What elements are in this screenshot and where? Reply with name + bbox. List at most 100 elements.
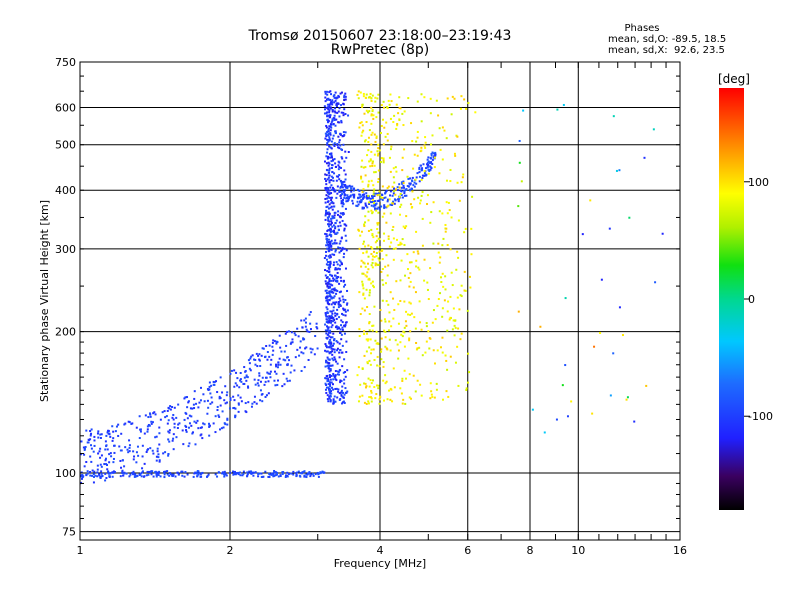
data-point-F-layer-O-vertical <box>339 247 342 250</box>
data-point-ground-echo-100km <box>305 475 308 478</box>
data-point-F-layer-X <box>394 166 397 169</box>
data-point-F-layer-O-vertical <box>341 344 344 347</box>
data-point-F-layer-X <box>367 210 370 213</box>
data-point-F-layer-X <box>365 109 368 112</box>
data-point-F-layer-X <box>361 280 364 283</box>
data-point-E-layer-O <box>124 446 127 449</box>
data-point-F-layer-O-vertical <box>324 197 327 200</box>
data-point-F-layer-O-vertical <box>326 138 329 141</box>
data-point-F-layer-O-vertical <box>326 398 329 401</box>
data-point-F-layer-O-vertical <box>327 261 330 264</box>
data-point-ground-echo-100km <box>132 472 135 475</box>
data-point-F-layer-O-vertical <box>345 156 348 159</box>
data-point-F-layer-X <box>451 284 454 287</box>
data-point-F-layer-O-vertical <box>331 101 334 104</box>
data-point-F-layer-X <box>403 326 406 329</box>
data-point-F-layer-O-vertical <box>336 96 339 99</box>
data-point-F-layer-O-vertical <box>333 400 336 403</box>
data-point-F-layer-O-vertical <box>338 297 341 300</box>
data-point-E-layer-O <box>258 372 261 375</box>
data-point-E-layer-O <box>225 394 228 397</box>
x-tick-label: 6 <box>464 544 471 557</box>
data-point-E-layer-O <box>184 424 187 427</box>
data-point-F2-cusp-O <box>416 172 419 175</box>
data-point-F-layer-X <box>367 185 370 188</box>
data-point-F-layer-O-vertical <box>327 219 330 222</box>
data-point-F-layer-O-vertical <box>343 324 346 327</box>
data-point-F-layer-O-vertical <box>331 118 334 121</box>
data-point-F-layer-X <box>435 388 438 391</box>
data-point-F-layer-X <box>409 330 412 333</box>
data-point-F-layer-X <box>454 154 457 157</box>
data-point-F-layer-O-vertical <box>332 179 335 182</box>
data-point-scatter-high-freq <box>531 408 534 411</box>
data-point-F-layer-O-vertical <box>336 396 339 399</box>
data-point-E-layer-O <box>276 379 279 382</box>
data-point-F-layer-X <box>410 206 413 209</box>
data-point-F-layer-O-vertical <box>329 346 332 349</box>
data-point-F-layer-X <box>374 100 377 103</box>
data-point-scatter-high-freq <box>518 161 521 164</box>
data-point-scatter-high-freq <box>517 310 520 313</box>
data-point-scatter-high-freq <box>564 364 567 367</box>
data-point-F-layer-X <box>367 219 370 222</box>
data-point-F-layer-O-vertical <box>341 321 344 324</box>
data-point-E-layer-O <box>244 402 247 405</box>
data-point-F-layer-X <box>423 170 426 173</box>
data-point-F-layer-O-vertical <box>331 217 334 220</box>
data-point-F-layer-O-vertical <box>331 170 334 173</box>
tick-marks <box>79 62 681 540</box>
data-point-E-layer-O <box>271 341 274 344</box>
data-point-F-layer-O-vertical <box>336 362 339 365</box>
data-point-E-layer-O <box>305 346 308 349</box>
data-point-F-layer-O-vertical <box>324 187 327 190</box>
data-point-F-layer-O-vertical <box>332 277 335 280</box>
data-point-F-layer-X <box>431 134 434 137</box>
data-point-F-layer-X <box>368 160 371 163</box>
data-point-F2-cusp-O <box>356 188 359 191</box>
data-point-F-layer-O-vertical <box>324 269 327 272</box>
data-point-F-layer-O-vertical <box>342 307 345 310</box>
data-point-F-layer-X <box>407 357 410 360</box>
data-point-E-layer-O <box>155 435 158 438</box>
data-point-F-layer-O-vertical <box>327 134 330 137</box>
data-point-E-layer-O <box>186 417 189 420</box>
data-point-ground-echo-100km <box>147 473 150 476</box>
data-point-F-layer-X <box>381 185 384 188</box>
data-point-F-layer-O-vertical <box>334 250 337 253</box>
data-point-F-layer-O-vertical <box>344 207 347 210</box>
data-point-F-layer-O-vertical <box>340 111 343 114</box>
data-point-F2-cusp-O <box>344 193 347 196</box>
data-point-F-layer-X <box>412 251 415 254</box>
data-point-F-layer-X <box>424 351 427 354</box>
data-point-ground-echo-100km <box>145 474 148 477</box>
data-point-F-layer-O-vertical <box>335 104 338 107</box>
data-point-F-layer-O-vertical <box>331 383 334 386</box>
data-point-F-layer-O-vertical <box>332 134 335 137</box>
data-point-F-layer-X <box>435 382 438 385</box>
data-point-F-layer-O-vertical <box>328 295 331 298</box>
data-point-F-layer-O-vertical <box>344 95 347 98</box>
data-point-ground-echo-100km <box>164 470 167 473</box>
data-point-E-layer-O <box>237 402 240 405</box>
data-point-scatter-high-freq <box>591 412 594 415</box>
data-point-F-layer-X <box>376 227 379 230</box>
data-point-F-layer-X <box>363 382 366 385</box>
data-point-F-layer-X <box>366 262 369 265</box>
data-point-E-layer-O <box>83 448 86 451</box>
data-point-E-layer-O <box>149 415 152 418</box>
data-point-E-layer-O <box>193 420 196 423</box>
data-point-F-layer-O-vertical <box>338 121 341 124</box>
data-point-F-layer-O-vertical <box>328 340 331 343</box>
data-point-F-layer-O-vertical <box>341 351 344 354</box>
data-point-E-layer-O <box>208 385 211 388</box>
data-point-F-layer-O-vertical <box>334 268 337 271</box>
data-point-E-layer-O <box>264 380 267 383</box>
data-point-F-layer-O-vertical <box>328 299 331 302</box>
data-point-F-layer-X <box>448 209 451 212</box>
colorbar-tick-label: 0 <box>748 293 755 306</box>
data-point-F-layer-X <box>374 397 377 400</box>
data-point-F-layer-O-vertical <box>326 380 329 383</box>
data-point-F-layer-O-vertical <box>336 111 339 114</box>
